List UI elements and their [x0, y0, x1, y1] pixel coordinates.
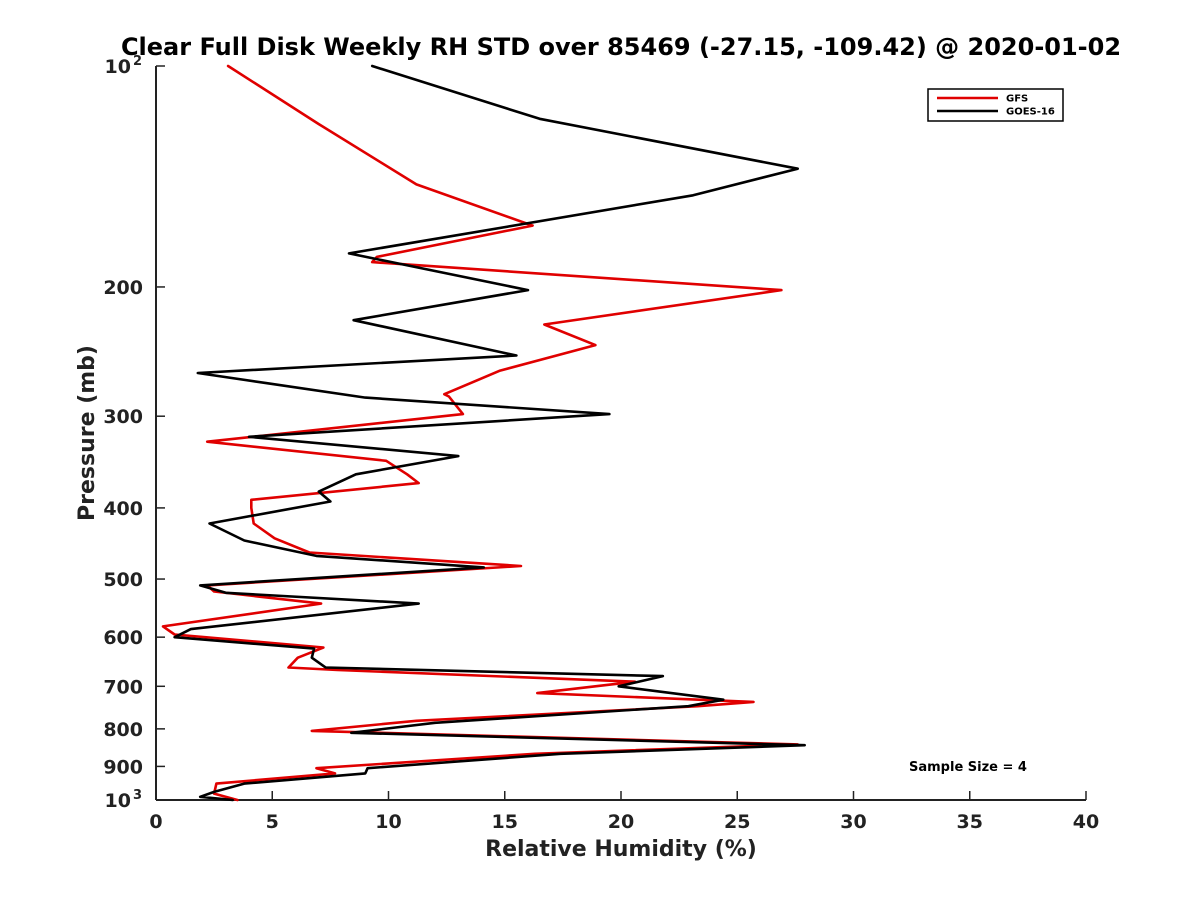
series-line-goes-16: [173, 64, 807, 802]
series-layer: [161, 64, 807, 802]
y-tick-label: 800: [103, 719, 143, 741]
y-axis-label: Pressure (mb): [75, 345, 100, 521]
sample-size-annotation: Sample Size = 4: [909, 760, 1027, 775]
y-tick-label: 900: [103, 756, 143, 778]
legend-box: [927, 88, 1064, 122]
y-tick-label: 200: [103, 277, 143, 299]
y-tick-label: 300: [103, 406, 143, 428]
legend-label-gfs: GFS: [1006, 94, 1028, 105]
y-tick-label: 500: [103, 569, 143, 591]
x-tick-label: 30: [840, 811, 866, 833]
legend-label-goes16: GOES-16: [1006, 107, 1055, 118]
x-tick-label: 5: [266, 811, 279, 833]
x-tick-label: 40: [1073, 811, 1099, 833]
y-tick-label: 400: [103, 498, 143, 520]
x-tick-label: 10: [375, 811, 401, 833]
legend: GFS GOES-16: [927, 88, 1064, 122]
series-line-gfs: [161, 64, 800, 802]
y-tick-label: 10: [105, 56, 131, 78]
x-tick-label: 35: [957, 811, 983, 833]
x-tick-label: 15: [492, 811, 518, 833]
y-tick-exponent: 3: [133, 788, 142, 803]
y-tick-label: 600: [103, 627, 143, 649]
y-tick-exponent: 2: [133, 54, 142, 69]
x-axis-label: Relative Humidity (%): [485, 837, 757, 862]
x-tick-label: 0: [149, 811, 162, 833]
x-tick-label: 25: [724, 811, 750, 833]
y-tick-label: 700: [103, 676, 143, 698]
y-tick-label: 10: [105, 790, 131, 812]
chart-title: Clear Full Disk Weekly RH STD over 85469…: [121, 33, 1121, 61]
x-tick-label: 20: [608, 811, 634, 833]
